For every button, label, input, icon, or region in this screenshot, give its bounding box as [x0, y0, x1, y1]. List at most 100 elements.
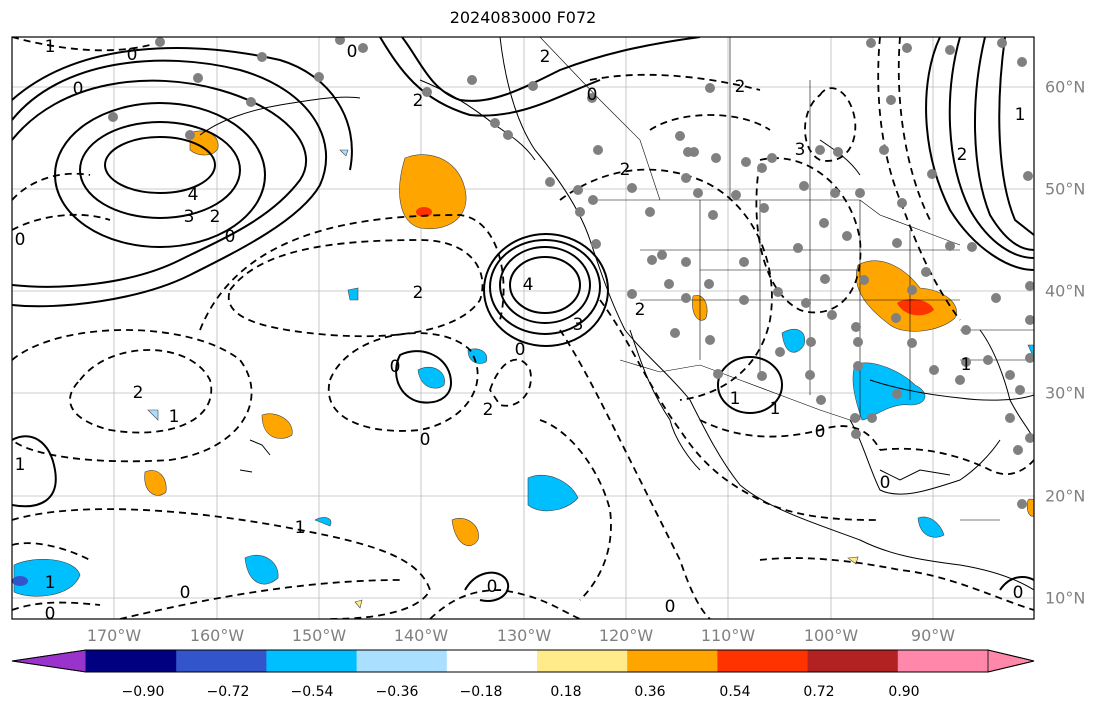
- svg-text:4: 4: [523, 275, 534, 295]
- colorbar-tick: 0.18: [550, 684, 582, 700]
- svg-text:0: 0: [45, 604, 56, 624]
- positive-anomaly-patch: [1026, 498, 1034, 517]
- colorbar-segment: [356, 650, 448, 672]
- positive-anomaly-patch: [354, 599, 363, 609]
- colorbar-segment: [807, 650, 899, 672]
- svg-text:2: 2: [540, 47, 551, 67]
- lon-label: 130°W: [496, 626, 552, 645]
- svg-text:0: 0: [225, 227, 236, 247]
- svg-text:1: 1: [961, 355, 972, 375]
- svg-text:2: 2: [635, 300, 646, 320]
- negative-anomaly-patch: [13, 559, 81, 597]
- negative-anomaly-patch: [781, 329, 806, 353]
- negative-anomaly-core: [12, 576, 28, 586]
- positive-anomaly-core: [416, 207, 432, 217]
- dashed-contours: [12, 37, 1034, 619]
- colorbar-tick: 0.36: [634, 684, 666, 700]
- svg-text:3: 3: [184, 207, 195, 227]
- svg-text:0: 0: [665, 597, 676, 617]
- negative-anomaly-patch: [467, 348, 488, 364]
- svg-text:0: 0: [347, 42, 358, 62]
- svg-text:0: 0: [487, 577, 498, 597]
- negative-anomaly-patch: [917, 516, 945, 538]
- plot-frame: [11, 36, 1035, 620]
- lon-label: 140°W: [393, 626, 449, 645]
- svg-text:3: 3: [795, 140, 806, 160]
- positive-anomaly-patch: [856, 260, 957, 332]
- lat-label: 30°N: [1045, 383, 1086, 403]
- negative-anomaly-patch: [147, 409, 159, 421]
- colorbar-segment: [897, 650, 989, 672]
- coastlines: [199, 37, 1034, 591]
- svg-text:0: 0: [390, 357, 401, 377]
- svg-text:0: 0: [73, 79, 84, 99]
- svg-text:2: 2: [413, 91, 424, 111]
- svg-text:0: 0: [180, 583, 191, 603]
- positive-anomaly-patch: [847, 556, 859, 565]
- colorbar-segment: [446, 650, 538, 672]
- svg-text:2: 2: [210, 207, 221, 227]
- colorbar-tick: −0.54: [290, 684, 334, 700]
- colorbar-tick: 0.72: [803, 684, 835, 700]
- lat-label: 20°N: [1045, 486, 1086, 506]
- negative-anomaly-patch: [347, 287, 359, 301]
- lon-label: 110°W: [700, 626, 756, 645]
- svg-text:2: 2: [957, 145, 968, 165]
- colorbar-tick: −0.18: [459, 684, 503, 700]
- colorbar-tick: 0.90: [888, 684, 920, 700]
- colorbar-extend-high: [987, 649, 1035, 673]
- lon-label: 90°W: [910, 626, 956, 645]
- map-plot-area: 1 0 0 2 0 4 3 2 0 2 2 4 3 0 2 0 2 1 0 1 …: [12, 37, 1034, 624]
- svg-text:1: 1: [15, 455, 26, 475]
- colorbar-tick: −0.36: [375, 684, 419, 700]
- svg-text:2: 2: [133, 383, 144, 403]
- colorbar-tick: −0.90: [121, 684, 165, 700]
- svg-text:1: 1: [770, 399, 781, 419]
- station-markers: [108, 37, 1034, 509]
- svg-text:2: 2: [413, 283, 424, 303]
- svg-text:1: 1: [169, 407, 180, 427]
- positive-anomaly-patch: [399, 154, 467, 230]
- svg-text:0: 0: [127, 45, 138, 65]
- svg-text:0: 0: [515, 340, 526, 360]
- lon-label: 100°W: [803, 626, 859, 645]
- svg-text:2: 2: [620, 160, 631, 180]
- positive-anomaly-patch: [261, 413, 293, 439]
- svg-text:0: 0: [420, 430, 431, 450]
- positive-anomaly-patch: [451, 518, 479, 546]
- lat-label: 10°N: [1045, 588, 1086, 608]
- colorbar-frame: [11, 649, 1035, 673]
- svg-text:1: 1: [1015, 105, 1026, 125]
- svg-text:4: 4: [188, 185, 199, 205]
- colorbar-segment: [86, 650, 177, 672]
- colorbar-extend-low: [11, 649, 87, 673]
- negative-anomaly-patch: [852, 362, 926, 421]
- lat-label: 60°N: [1045, 77, 1086, 97]
- svg-text:0: 0: [880, 473, 891, 493]
- negative-anomaly-patch: [314, 517, 332, 527]
- negative-anomaly-patch: [417, 366, 445, 389]
- negative-anomaly-patch: [339, 149, 349, 157]
- svg-text:2: 2: [483, 400, 494, 420]
- lat-label: 40°N: [1045, 281, 1086, 301]
- contour-labels: 1 0 0 2 0 4 3 2 0 2 2 4 3 0 2 0 2 1 0 1 …: [15, 37, 1026, 624]
- svg-text:1: 1: [730, 389, 741, 409]
- lon-label: 160°W: [189, 626, 245, 645]
- colorbar-segment: [627, 650, 718, 672]
- lon-label: 170°W: [86, 626, 142, 645]
- colorbar-segment: [717, 650, 809, 672]
- positive-anomaly-patch: [144, 470, 167, 496]
- svg-text:1: 1: [295, 518, 306, 538]
- svg-text:2: 2: [735, 77, 746, 97]
- negative-anomaly-patch: [527, 474, 579, 512]
- political-borders: [539, 37, 1034, 521]
- positive-anomaly-patch: [189, 130, 219, 156]
- svg-text:0: 0: [815, 422, 826, 442]
- svg-text:0: 0: [587, 85, 598, 105]
- colorbar-segment: [266, 650, 358, 672]
- negative-anomaly-patch: [244, 554, 279, 585]
- colorbar-segment: [537, 650, 628, 672]
- lon-label: 120°W: [598, 626, 654, 645]
- svg-text:0: 0: [1013, 583, 1024, 603]
